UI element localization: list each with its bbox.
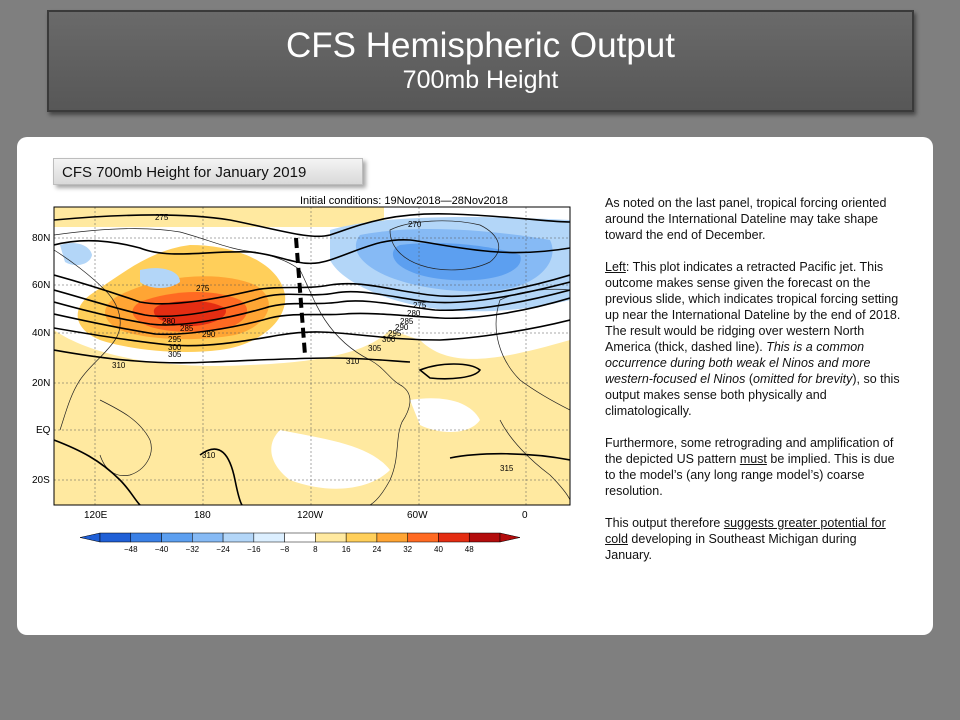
paragraph-4: This output therefore suggests greater p… <box>605 515 905 563</box>
colorbar-tick-label: 32 <box>403 545 412 554</box>
contour-label: 275 <box>413 301 427 310</box>
contour-label: 295 <box>388 329 402 338</box>
colorbar-swatch <box>253 532 285 543</box>
colorbar-tick-label: 8 <box>313 545 318 554</box>
colorbar-swatch <box>315 532 347 543</box>
lon-label-60w: 60W <box>407 510 428 521</box>
slide-title: CFS Hemispheric Output <box>285 26 676 65</box>
colorbar-tick-label: 16 <box>342 545 351 554</box>
anomaly-bering-low <box>140 268 180 288</box>
contour-label: 310 <box>346 357 360 366</box>
contour-label: 315 <box>500 464 514 473</box>
paragraph-1: As noted on the last panel, tropical for… <box>605 196 887 242</box>
slide-subtitle: 700mb Height <box>402 66 559 94</box>
lat-label-eq: EQ <box>36 425 51 436</box>
contour-label: 280 <box>162 317 176 326</box>
paragraph-2-body: : This plot indicates a retracted Pacifi… <box>605 260 901 354</box>
colorbar-swatch <box>345 532 378 543</box>
contour-label: 290 <box>395 323 409 332</box>
contour-label: 295 <box>168 335 182 344</box>
anomaly-gap-pacific <box>271 430 390 489</box>
paragraph-3: Furthermore, some retrograding and ampli… <box>605 435 905 499</box>
colorbar-swatch <box>407 532 439 543</box>
contour-label: 270 <box>408 220 422 229</box>
contour-label: 275 <box>196 284 210 293</box>
paragraph-3-end: be implied. This is due to the model’s (… <box>605 452 895 498</box>
colorbar-arrow-right <box>499 532 521 543</box>
colorbar-swatch <box>192 532 224 543</box>
contour-label: 280 <box>407 309 421 318</box>
anomaly-ridge-max <box>153 300 226 327</box>
colorbar-tick-label: 40 <box>434 545 443 554</box>
lon-label-0: 0 <box>522 510 528 521</box>
lon-label-120w: 120W <box>297 510 324 521</box>
colorbar: −48 −40 −32 −24 −16 −8 8 16 24 32 40 48 <box>79 532 521 554</box>
colorbar-arrow-left <box>79 532 101 543</box>
paragraph-3-emphasis: must <box>739 452 767 466</box>
lat-label-20s: 20S <box>32 475 50 486</box>
height-anomaly-map: Initial conditions: 19Nov2018—28Nov2018 … <box>30 190 590 560</box>
contour-label: 285 <box>400 317 414 326</box>
paragraph-3-body: Furthermore, some retrograding and ampli… <box>605 436 894 466</box>
colorbar-swatch <box>130 532 162 543</box>
colorbar-tick-label: −32 <box>186 545 200 554</box>
colorbar-swatch <box>438 532 470 543</box>
colorbar-tick-label: 48 <box>465 545 474 554</box>
contour-label: 300 <box>168 343 182 352</box>
colorbar-tick-label: −8 <box>280 545 290 554</box>
paragraph-2-end: ), so this output makes sense both physi… <box>605 372 900 418</box>
anomaly-shading-north <box>54 207 384 227</box>
lat-label-80n: 80N <box>32 233 50 244</box>
anomaly-shading-tropics <box>54 330 570 505</box>
explanation-text: As noted on the last panel, tropical for… <box>605 195 905 579</box>
initial-conditions-label: Initial conditions: 19Nov2018—28Nov2018 <box>300 195 508 207</box>
colorbar-swatch <box>222 532 255 543</box>
contour-label: 310 <box>112 361 126 370</box>
lat-label-40n: 40N <box>32 328 50 339</box>
ridge-axis-dashed-line <box>294 237 307 356</box>
contour-labels: 275 270 275 280 285 290 295 300 305 310 … <box>112 213 514 473</box>
colorbar-swatch <box>161 532 193 543</box>
colorbar-tick-label: −40 <box>155 545 169 554</box>
colorbar-swatch <box>284 532 316 543</box>
colorbar-swatch <box>468 532 501 543</box>
colorbar-swatch <box>99 532 132 543</box>
map-frame <box>53 206 571 506</box>
colorbar-tick-label: 24 <box>372 545 381 554</box>
lat-label-20n: 20N <box>32 378 50 389</box>
lat-label-60n: 60N <box>32 280 50 291</box>
paragraph-2-italic-2: omitted for brevity <box>753 372 853 386</box>
paragraph-2-paren-open: ( <box>745 372 753 386</box>
contour-label: 290 <box>202 330 216 339</box>
slide-title-bar: CFS Hemispheric Output 700mb Height <box>47 10 914 112</box>
colorbar-tick-label: −48 <box>124 545 138 554</box>
latitude-labels: 80N 60N 40N 20N EQ 20S <box>32 233 51 486</box>
paragraph-2: Left: This plot indicates a retracted Pa… <box>605 259 905 419</box>
map-caption: CFS 700mb Height for January 2019 <box>53 158 363 185</box>
colorbar-tick-label: −16 <box>247 545 261 554</box>
contour-label: 305 <box>168 350 182 359</box>
paragraph-4-end: developing in Southeast Michigan during … <box>605 532 857 562</box>
map-svg: Initial conditions: 19Nov2018—28Nov2018 … <box>32 195 571 554</box>
lon-label-120e: 120E <box>84 510 108 521</box>
colorbar-swatch <box>376 532 408 543</box>
contour-label: 310 <box>202 451 216 460</box>
anomaly-trough-core <box>392 243 521 281</box>
contour-label: 285 <box>180 324 194 333</box>
lon-label-180: 180 <box>194 510 211 521</box>
paragraph-4-body: This output therefore <box>605 516 724 530</box>
contour-label: 305 <box>368 344 382 353</box>
longitude-labels: 120E 180 120W 60W 0 <box>84 510 528 521</box>
paragraph-2-italic: This is a common occurrence during both … <box>605 340 871 386</box>
paragraph-4-emphasis: suggests greater potential for cold <box>605 516 886 546</box>
colorbar-tick-label: −24 <box>216 545 230 554</box>
anomaly-gap-atlantic <box>410 398 480 432</box>
contour-label: 275 <box>155 213 169 222</box>
contour-label: 300 <box>382 335 396 344</box>
paragraph-2-lead: Left <box>605 260 626 274</box>
